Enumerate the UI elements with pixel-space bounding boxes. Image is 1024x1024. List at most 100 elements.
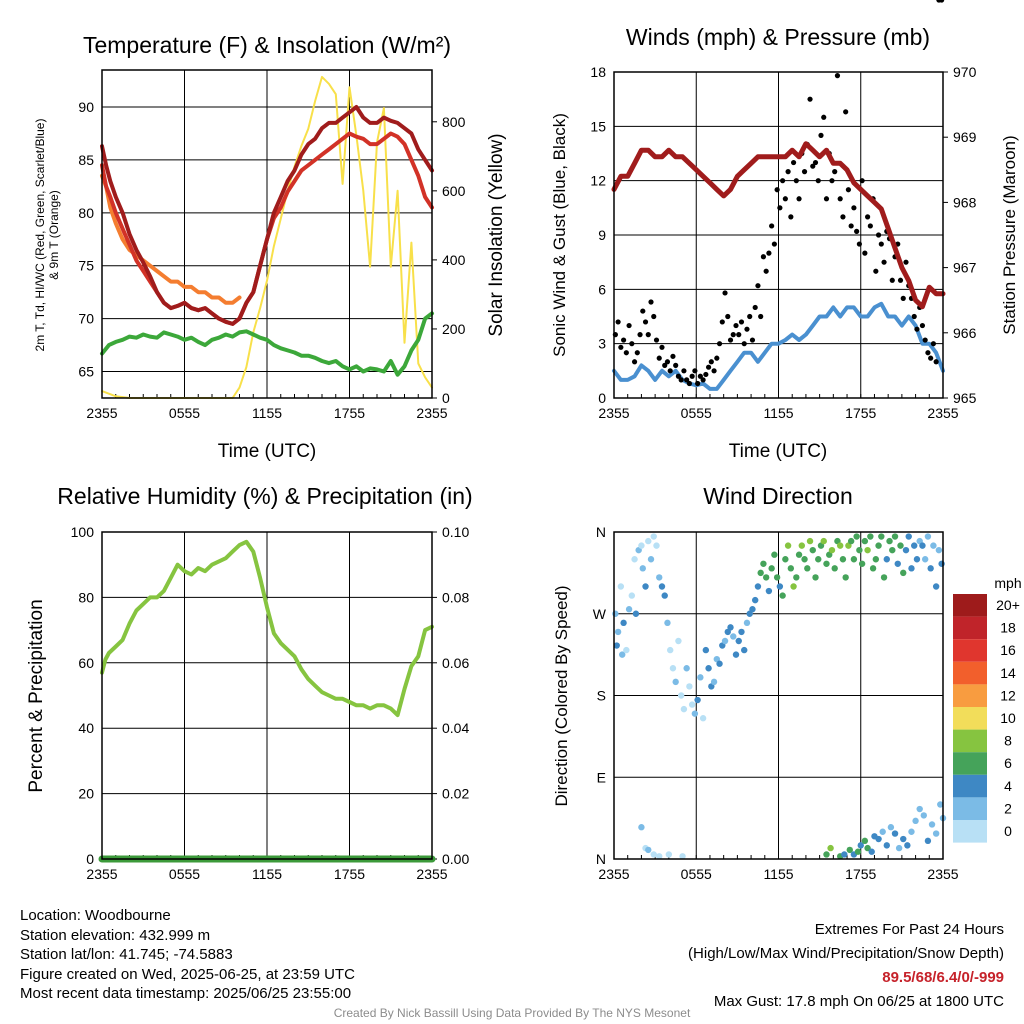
temp-y2-tick-label: 200	[442, 321, 466, 337]
wind-direction-point	[831, 565, 838, 572]
colorbar-label: 18	[1000, 620, 1016, 636]
wind-direction-point	[620, 619, 627, 627]
gust-point	[738, 319, 745, 325]
gust-point	[659, 344, 665, 350]
wind-direction-point	[613, 642, 620, 649]
wind-direction-point	[930, 542, 937, 549]
wind-direction-point	[782, 556, 789, 563]
wind-direction-point	[762, 574, 770, 581]
wind-direction-point	[836, 542, 844, 549]
wind-direction-point	[812, 574, 819, 581]
wind-direction-point	[683, 665, 690, 672]
wind-direction-point	[645, 846, 652, 854]
dir-chart-ylabel: Direction (Colored By Speed)	[552, 585, 571, 806]
gust-point	[695, 380, 701, 387]
dir-y-tick-label: E	[597, 769, 606, 785]
gust-point	[774, 187, 780, 193]
temp-chart-title: Temperature (F) & Insolation (W/m²)	[83, 32, 451, 58]
gust-point	[900, 295, 906, 301]
gust-point	[777, 205, 783, 211]
gust-point	[752, 304, 758, 311]
wind-direction-point	[665, 851, 673, 858]
gust-point	[867, 223, 873, 229]
wind-direction-point	[847, 537, 855, 545]
wind-direction-point	[647, 556, 655, 563]
wind-direction-point	[868, 848, 875, 855]
wind-direction-point	[787, 565, 795, 572]
gust-point	[626, 322, 632, 329]
plot-layer: 2355 0555 1155 1755 235565707580859002004006…	[71, 0, 1020, 882]
wind-direction-point	[895, 844, 903, 852]
gust-point	[878, 241, 884, 247]
gust-point	[780, 178, 786, 184]
gust-point	[719, 319, 725, 325]
wind-direction-point	[872, 556, 880, 563]
colorbar-label: 2	[1004, 800, 1012, 816]
wind-y2-tick-label: 970	[953, 64, 977, 80]
gust-point	[854, 228, 860, 234]
gust-point	[673, 362, 679, 368]
gust-point	[801, 169, 808, 175]
gust-point	[823, 196, 830, 202]
wind-direction-point	[710, 678, 718, 686]
dir-chart-title: Wind Direction	[703, 483, 853, 509]
wind-direction-point	[688, 701, 696, 708]
rh-x-tick-label: 2355	[86, 866, 117, 882]
wind-direction-point	[897, 542, 904, 549]
colorbar-label: 8	[1004, 733, 1012, 749]
wind-direction-point	[911, 542, 918, 549]
wind-x-tick-label: 2355	[598, 405, 629, 421]
rh-y-tick-label: 100	[71, 524, 95, 540]
gust-point	[700, 377, 706, 383]
dir-x-tick-label: 1155	[763, 866, 793, 882]
wind-direction-point	[841, 851, 848, 858]
wind-direction-point	[889, 546, 896, 554]
wind-direction-point	[912, 817, 919, 825]
dir-x-tick-label: 0555	[681, 866, 712, 882]
colorbar-label: 4	[1004, 778, 1012, 794]
wind-direction-point	[883, 842, 890, 849]
rh-y-tick-label: 80	[78, 589, 94, 605]
wind-direction-point	[612, 610, 619, 617]
rh-y2-tick-label: 0.08	[442, 589, 469, 605]
temp-x-tick-label: 2355	[86, 405, 117, 421]
colorbar-swatch	[953, 616, 987, 640]
gust-point	[889, 277, 895, 283]
colorbar-swatch	[953, 797, 987, 820]
wind-direction-point	[638, 542, 645, 549]
wind-chart-y2label: Station Pressure (Maroon)	[1000, 135, 1019, 334]
gust-point	[812, 159, 819, 166]
gust-point	[903, 259, 909, 265]
temp-chart-ylabel-line2: & 9m T (Orange)	[47, 190, 61, 280]
gust-point	[933, 359, 939, 365]
wind-direction-point	[760, 560, 767, 567]
gust-point	[865, 214, 871, 220]
wind-direction-point	[694, 696, 701, 704]
wind-direction-point	[784, 542, 792, 549]
gust-point	[664, 359, 671, 365]
wind-direction-point	[809, 546, 816, 554]
wind-direction-point	[864, 844, 871, 852]
gust-point	[843, 109, 849, 115]
gust-point	[897, 277, 904, 283]
wind-direction-point	[928, 821, 936, 828]
rh-chart-title: Relative Humidity (%) & Precipitation (i…	[57, 483, 472, 509]
rh-chart-ylabel: Percent & Precipitation	[26, 599, 47, 792]
wind-direction-point	[661, 592, 668, 599]
gust-point	[881, 259, 887, 265]
wind-direction-point	[680, 705, 688, 713]
wind-direction-point	[727, 624, 734, 631]
wind-direction-point	[672, 678, 679, 686]
gust-point	[656, 355, 662, 361]
colorbar-swatch	[953, 684, 987, 707]
wind-direction-point	[908, 828, 915, 835]
colorbar-swatch	[953, 729, 987, 753]
gust-point	[634, 350, 640, 356]
dir-x-tick-label: 1755	[845, 866, 876, 882]
wind-direction-point	[932, 583, 940, 590]
colorbar-unit: mph	[994, 575, 1021, 591]
gust-point	[821, 114, 827, 120]
dir-y-tick-label: S	[597, 688, 606, 704]
credit-line: Created By Nick Bassill Using Data Provi…	[333, 1006, 691, 1020]
gust-point	[758, 313, 764, 320]
